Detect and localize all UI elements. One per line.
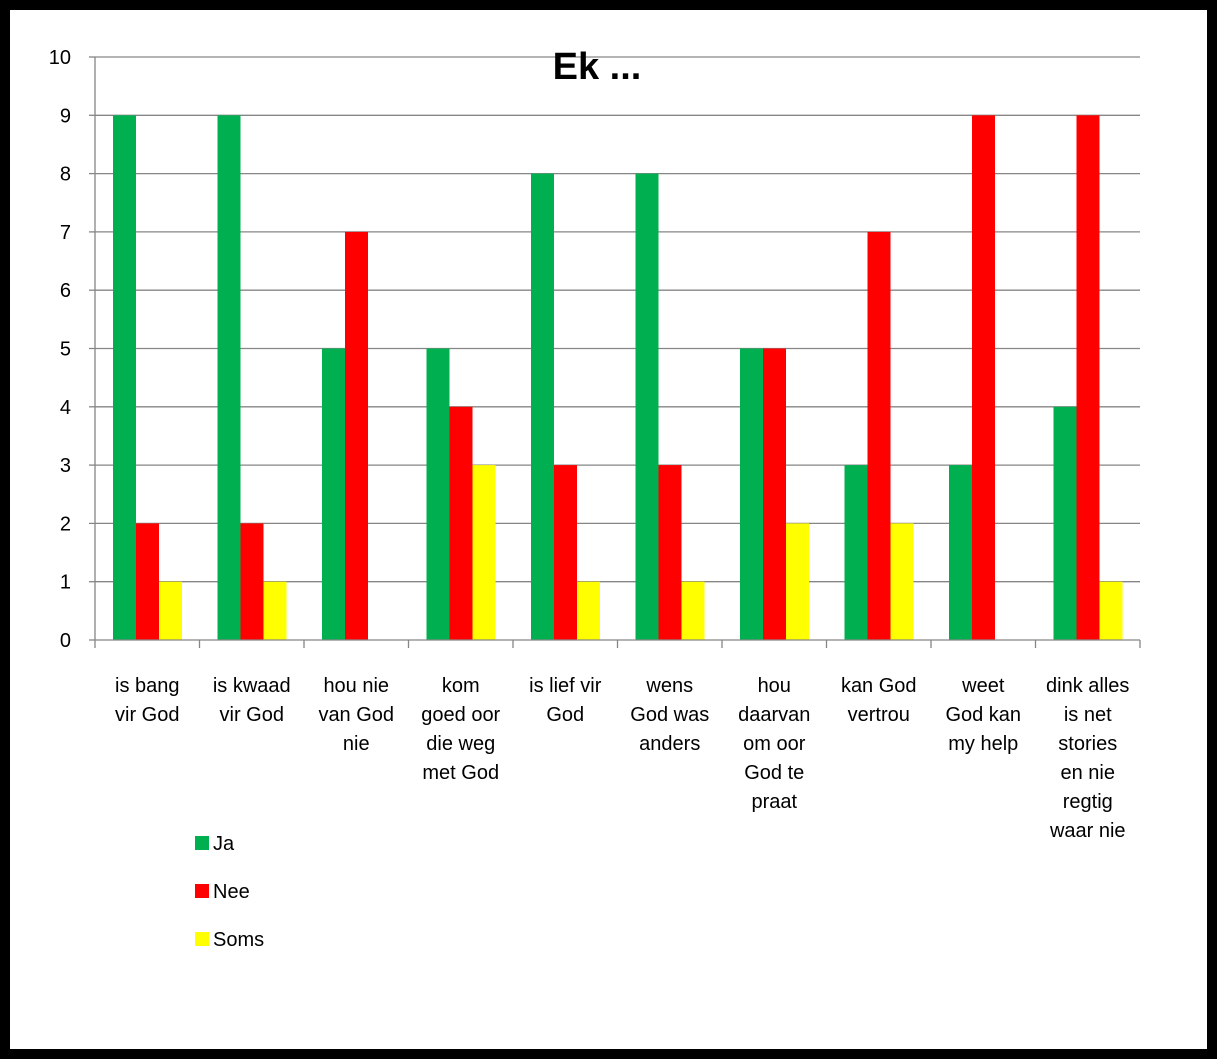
x-category-label: vir God [220, 704, 284, 726]
bar-soms [472, 465, 496, 640]
bar-nee [136, 523, 159, 640]
legend-label-ja: Ja [213, 833, 235, 855]
bar-nee [345, 231, 368, 640]
y-tick-label: 9 [60, 105, 71, 127]
bar-soms [263, 581, 287, 640]
x-category-label: om oor [743, 733, 806, 755]
legend: Ja Nee Soms [195, 833, 264, 951]
legend-swatch-soms [195, 932, 209, 946]
x-category-label: kan God [841, 675, 917, 697]
bar-nee [240, 523, 264, 640]
x-category-label: vir God [115, 704, 179, 726]
x-category-label: hou [758, 675, 791, 697]
x-category-label: God te [744, 762, 804, 784]
x-category-label: van God [318, 704, 394, 726]
y-tick-label: 10 [49, 47, 71, 69]
x-category-label: wens [645, 675, 693, 697]
x-category-label: die weg [426, 733, 495, 755]
x-category-label: dink alles [1046, 675, 1129, 697]
bar-ja [949, 465, 972, 640]
bar-soms [1099, 581, 1123, 640]
legend-label-nee: Nee [213, 881, 250, 903]
x-category-label: is lief vir [529, 675, 602, 697]
x-category-label: God kan [945, 704, 1021, 726]
bar-ja [113, 115, 136, 641]
bar-ja [322, 348, 345, 640]
bar-soms [786, 523, 809, 640]
y-tick-label: 2 [60, 513, 71, 535]
y-tick-label: 6 [60, 280, 71, 302]
legend-swatch-nee [195, 884, 209, 898]
x-category-label: en nie [1061, 762, 1116, 784]
y-tick-label: 4 [60, 397, 71, 419]
axes [89, 56, 1141, 648]
bar-soms [681, 581, 705, 640]
x-category-label: is bang [115, 675, 180, 697]
x-category-label: daarvan [738, 704, 810, 726]
x-category-label: nie [343, 733, 370, 755]
bar-ja [740, 348, 763, 640]
bar-ja [1053, 406, 1077, 640]
x-category-label: God was [630, 704, 709, 726]
bar-ja [531, 173, 554, 640]
bar-nee [972, 115, 995, 641]
x-category-label: vertrou [848, 704, 910, 726]
bar-ja [635, 173, 659, 640]
x-category-label: my help [948, 733, 1018, 755]
x-category-label: waar nie [1049, 820, 1126, 842]
x-category-label: kom [442, 675, 480, 697]
x-category-label: met God [422, 762, 499, 784]
legend-label-soms: Soms [213, 929, 264, 951]
y-axis-tick-labels: 0 1 2 3 4 5 6 7 8 9 10 [49, 47, 71, 652]
bar-ja [426, 348, 450, 640]
x-category-label: is net [1064, 704, 1112, 726]
y-tick-label: 3 [60, 455, 71, 477]
bar-nee [1076, 115, 1100, 641]
bar-ja [217, 115, 241, 641]
bar-soms [577, 581, 600, 640]
y-tick-label: 7 [60, 222, 71, 244]
bar-nee [449, 406, 473, 640]
bar-nee [554, 465, 577, 640]
y-tick-label: 1 [60, 572, 71, 594]
x-category-label: anders [639, 733, 700, 755]
x-axis-category-labels: is bang vir God is kwaad vir God hou nie van … [115, 675, 1129, 842]
x-category-label: God [546, 704, 584, 726]
y-tick-label: 0 [60, 630, 71, 652]
y-tick-label: 8 [60, 164, 71, 186]
bar-soms [159, 581, 182, 640]
x-category-label: praat [751, 791, 797, 813]
x-category-label: hou nie [323, 675, 389, 697]
bars [113, 115, 1123, 641]
bar-nee [867, 231, 891, 640]
x-category-label: weet [961, 675, 1005, 697]
y-tick-label: 5 [60, 339, 71, 361]
x-category-label: is kwaad [213, 675, 291, 697]
chart-title: Ek ... [553, 46, 642, 88]
bar-nee [763, 348, 786, 640]
bar-nee [658, 465, 682, 640]
x-category-label: regtig [1063, 791, 1113, 813]
x-category-label: goed oor [421, 704, 500, 726]
x-category-label: stories [1058, 733, 1117, 755]
bar-ja [844, 465, 868, 640]
bar-soms [890, 523, 914, 640]
legend-swatch-ja [195, 836, 209, 850]
